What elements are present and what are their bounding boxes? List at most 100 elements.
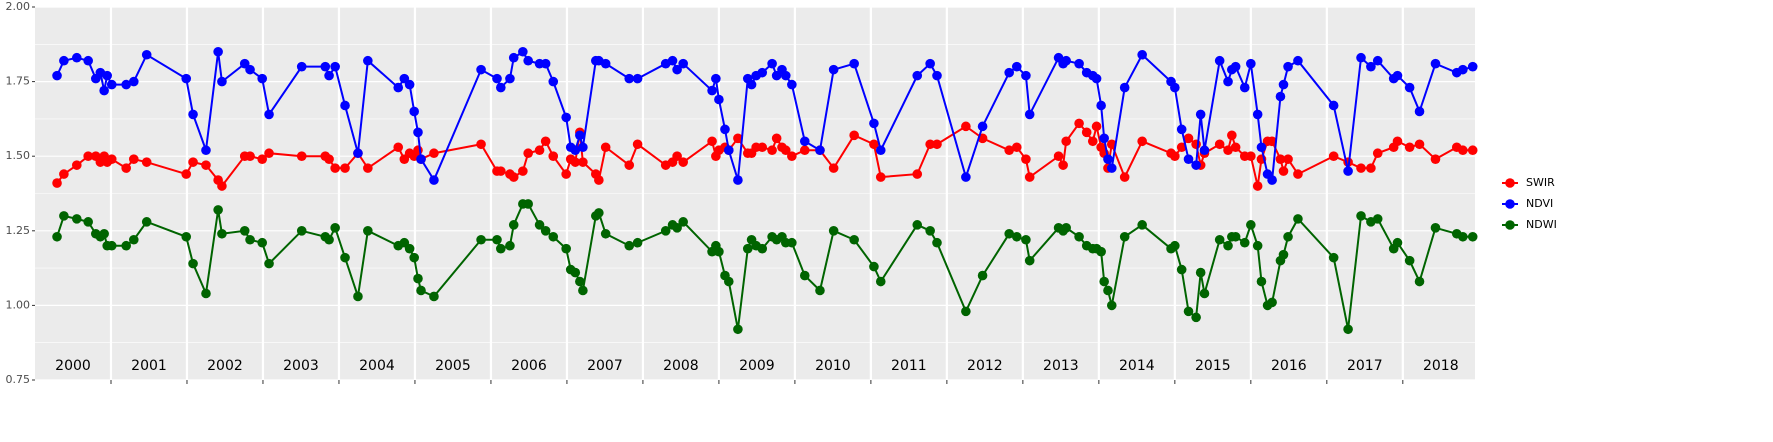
point: [340, 163, 350, 173]
point: [624, 160, 635, 170]
point: [141, 157, 152, 167]
point: [1252, 181, 1263, 191]
point: [99, 228, 109, 239]
point: [363, 226, 373, 236]
point: [757, 243, 768, 254]
point: [548, 76, 559, 87]
point: [1021, 70, 1031, 81]
point: [1137, 220, 1147, 230]
point: [1053, 151, 1064, 161]
point: [711, 73, 721, 84]
point: [578, 157, 588, 167]
point: [678, 157, 688, 167]
point: [594, 175, 604, 185]
point: [815, 145, 825, 156]
point: [1414, 106, 1425, 117]
point: [548, 231, 559, 242]
point: [1106, 139, 1117, 150]
x-tick-label: 2014: [1119, 358, 1155, 374]
point: [1103, 285, 1113, 296]
point: [59, 55, 69, 66]
legend-key: [1505, 220, 1515, 230]
y-tick-label: 1.00: [6, 298, 31, 311]
point: [141, 49, 152, 60]
point: [1170, 82, 1180, 93]
point: [757, 67, 768, 78]
point: [534, 220, 545, 230]
point: [1267, 297, 1277, 308]
point: [1246, 220, 1256, 230]
point: [181, 169, 192, 179]
point: [624, 240, 635, 251]
point: [1024, 255, 1035, 266]
point: [324, 154, 334, 164]
point: [1183, 154, 1194, 164]
point: [1467, 61, 1478, 72]
point: [128, 154, 139, 164]
x-tick-label: 2000: [55, 358, 91, 374]
point: [1343, 166, 1353, 176]
point: [518, 166, 528, 176]
point: [1091, 121, 1102, 132]
point: [1458, 231, 1468, 242]
point: [780, 70, 791, 81]
point: [787, 79, 797, 90]
point: [296, 226, 307, 236]
point: [600, 58, 611, 69]
point: [869, 139, 879, 150]
point: [1293, 55, 1303, 66]
point: [429, 175, 439, 185]
point: [1119, 231, 1130, 242]
point: [1283, 154, 1293, 164]
point: [1195, 267, 1206, 278]
point: [1176, 142, 1187, 153]
point: [1074, 118, 1084, 129]
point: [1183, 133, 1194, 144]
point: [128, 76, 139, 87]
point: [672, 64, 682, 75]
point: [296, 151, 307, 161]
point: [1024, 172, 1035, 182]
point: [1011, 231, 1022, 242]
point: [1199, 288, 1210, 299]
point: [1096, 246, 1106, 257]
point: [815, 285, 825, 296]
point: [523, 55, 533, 66]
point: [320, 61, 331, 72]
point: [540, 226, 551, 236]
point: [476, 64, 486, 75]
point: [1458, 145, 1468, 156]
point: [828, 64, 839, 75]
point: [600, 142, 611, 153]
point: [188, 258, 198, 269]
point: [429, 291, 439, 302]
point: [1404, 142, 1415, 153]
point: [518, 46, 528, 57]
point: [1011, 61, 1022, 72]
point: [1404, 255, 1415, 266]
point: [340, 252, 350, 263]
point: [213, 46, 223, 57]
point: [59, 169, 69, 179]
y-tick-label: 0.75: [6, 373, 31, 386]
point: [353, 291, 363, 302]
point: [771, 133, 782, 144]
point: [1430, 223, 1441, 233]
legend-label: SWIR: [1526, 176, 1555, 189]
point: [1024, 109, 1035, 120]
point: [330, 163, 340, 173]
point: [264, 258, 274, 269]
point: [324, 234, 334, 245]
point: [632, 237, 643, 248]
point: [1293, 214, 1303, 224]
point: [1256, 142, 1267, 153]
legend-label: NDWI: [1526, 218, 1557, 231]
x-tick-label: 2013: [1043, 358, 1079, 374]
point: [128, 234, 139, 245]
point: [1246, 58, 1256, 69]
point: [561, 112, 571, 123]
point: [523, 199, 533, 209]
point: [594, 208, 604, 218]
y-tick-label: 1.25: [6, 224, 31, 237]
